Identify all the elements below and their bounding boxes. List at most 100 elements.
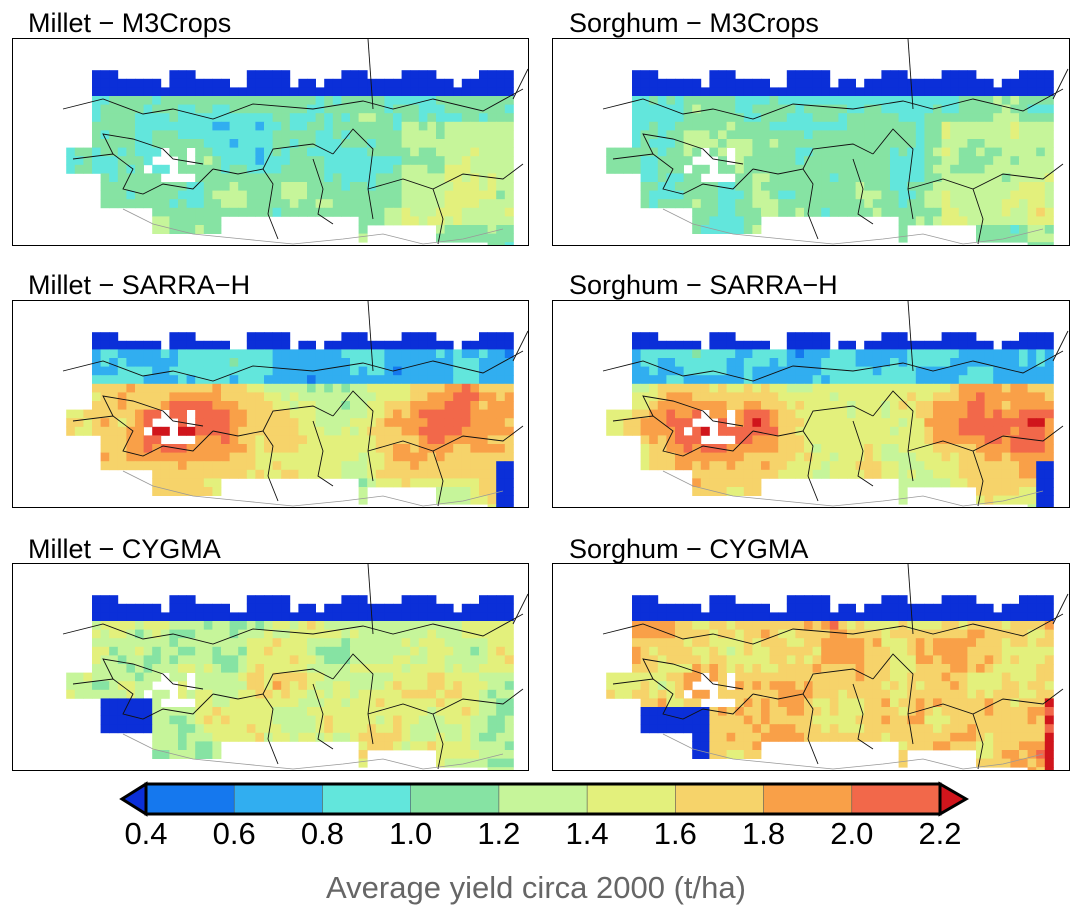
- panel-title: Sorghum − SARRA−H: [569, 270, 838, 300]
- country-border: [752, 430, 819, 502]
- country-border: [602, 88, 1064, 120]
- country-border: [432, 713, 444, 770]
- panel-title: Sorghum − CYGMA: [569, 534, 809, 564]
- country-border: [612, 153, 754, 195]
- country-border: [872, 128, 914, 220]
- country-border: [602, 350, 1064, 382]
- colorbar-tick-label: 1.2: [477, 816, 521, 851]
- colorbar-bin: [498, 783, 588, 815]
- country-border: [872, 390, 914, 482]
- country-border: [72, 415, 214, 457]
- country-border: [212, 430, 279, 502]
- coastline: [662, 208, 1044, 245]
- panel-title: Sorghum − M3Crops: [569, 8, 819, 38]
- yield-grid: [606, 332, 1054, 507]
- colorbar-under-arrow: [119, 781, 148, 817]
- country-border: [367, 39, 374, 110]
- colorbar: [118, 780, 970, 840]
- country-border: [852, 420, 874, 487]
- country-border: [367, 425, 524, 452]
- country-border: [752, 168, 819, 240]
- country-border: [432, 188, 444, 245]
- colorbar-tick-label: 1.4: [565, 816, 609, 851]
- colorbar-tick-label: 1.0: [389, 816, 433, 851]
- country-border: [72, 153, 214, 195]
- colorbar-tick-label: 0.6: [212, 816, 256, 851]
- country-border: [907, 39, 914, 110]
- colorbar-label: Average yield circa 2000 (t/ha): [326, 870, 746, 905]
- country-border: [907, 688, 1064, 715]
- country-border: [972, 450, 984, 507]
- colorbar-bin: [763, 783, 853, 815]
- country-border: [802, 143, 874, 170]
- coastline: [662, 470, 1044, 507]
- country-border: [642, 133, 744, 165]
- coastline: [122, 733, 504, 770]
- country-border: [62, 350, 524, 382]
- country-border: [972, 188, 984, 245]
- country-border: [212, 168, 279, 240]
- panel-title: Millet − SARRA−H: [28, 270, 251, 300]
- country-border: [1052, 593, 1069, 625]
- country-border: [512, 330, 528, 362]
- country-border: [62, 613, 524, 645]
- country-border: [1052, 68, 1069, 100]
- yield-map-sorghum-cygma: [552, 563, 1070, 771]
- coastline: [122, 470, 504, 507]
- country-border: [642, 395, 744, 427]
- country-border: [602, 613, 1064, 645]
- colorbar-tick-label: 2.0: [830, 816, 874, 851]
- panel-title: Millet − CYGMA: [28, 534, 221, 564]
- colorbar-tick-label: 0.8: [300, 816, 344, 851]
- colorbar-bin: [322, 783, 412, 815]
- colorbar-bin: [675, 783, 765, 815]
- country-border: [802, 668, 874, 695]
- country-border: [432, 450, 444, 507]
- country-border: [332, 128, 374, 220]
- country-border: [852, 683, 874, 750]
- country-border: [907, 301, 914, 372]
- country-border: [62, 88, 524, 120]
- country-border: [907, 163, 1064, 190]
- colorbar-tick-label: 1.6: [653, 816, 697, 851]
- yield-grid: [606, 595, 1054, 770]
- country-border: [312, 420, 334, 487]
- country-border: [752, 693, 819, 765]
- yield-grid: [66, 332, 514, 507]
- colorbar-frame: [144, 782, 942, 816]
- country-border: [102, 133, 204, 165]
- country-border: [102, 395, 204, 427]
- colorbar-over-arrow: [938, 781, 970, 817]
- country-border: [262, 405, 334, 432]
- country-border: [332, 390, 374, 482]
- yield-map-sorghum-m3crops: [552, 38, 1070, 246]
- country-border: [852, 158, 874, 225]
- country-border: [512, 593, 528, 625]
- country-border: [367, 564, 374, 635]
- country-border: [102, 658, 204, 690]
- yield-grid: [66, 595, 514, 770]
- country-border: [367, 301, 374, 372]
- yield-grid: [606, 70, 1054, 245]
- yield-map-millet-cygma: [12, 563, 529, 771]
- coastline: [662, 733, 1044, 770]
- colorbar-bin: [851, 783, 941, 815]
- country-border: [212, 693, 279, 765]
- coastline: [122, 208, 504, 245]
- country-border: [367, 163, 524, 190]
- country-border: [907, 425, 1064, 452]
- country-border: [1052, 330, 1069, 362]
- yield-grid: [66, 70, 514, 245]
- panel-title: Millet − M3Crops: [28, 8, 232, 38]
- country-border: [512, 68, 528, 100]
- colorbar-tick-label: 2.2: [918, 816, 962, 851]
- colorbar-bin: [233, 783, 324, 815]
- colorbar-bin: [410, 783, 500, 815]
- country-border: [72, 678, 214, 720]
- country-border: [262, 668, 334, 695]
- country-border: [367, 688, 524, 715]
- country-border: [907, 564, 914, 635]
- country-border: [262, 143, 334, 170]
- country-border: [972, 713, 984, 770]
- colorbar-bin: [145, 783, 235, 815]
